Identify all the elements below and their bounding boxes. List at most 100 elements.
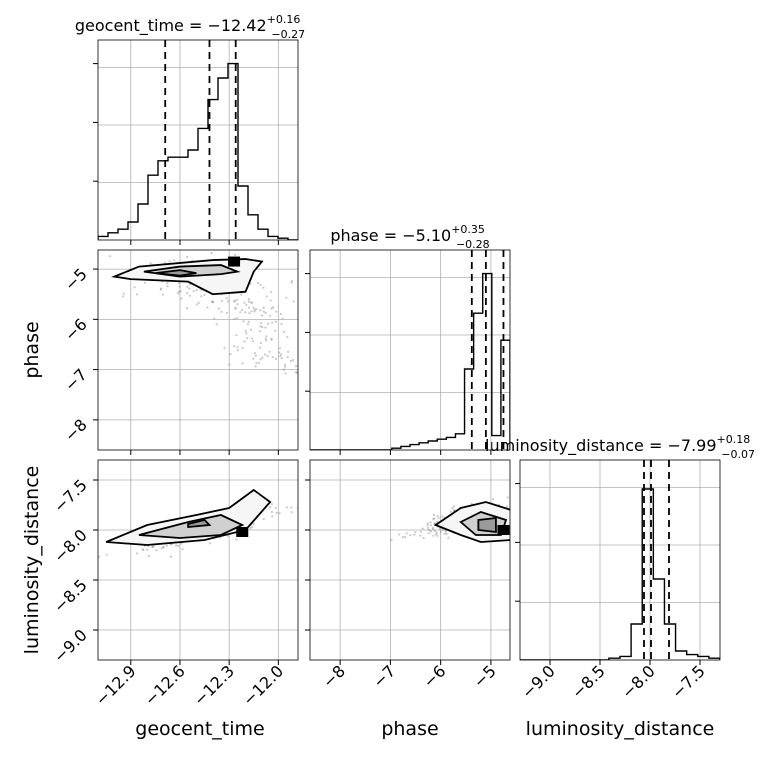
sample-point [177, 290, 181, 293]
sample-point [105, 553, 108, 556]
sample-point [282, 368, 286, 371]
ylabel-luminosity-distance: luminosity_distance [21, 466, 43, 655]
sample-point [268, 314, 272, 317]
sample-point [225, 311, 228, 315]
sample-point [243, 340, 246, 343]
sample-point [263, 353, 267, 356]
sample-point [403, 535, 407, 538]
sample-point [492, 498, 495, 501]
sample-point [435, 531, 438, 534]
sample-point [186, 285, 189, 289]
sample-point [264, 326, 267, 329]
sample-point [203, 293, 206, 297]
panel-frame [97, 39, 299, 241]
sample-point [259, 283, 262, 286]
sample-point [200, 295, 203, 298]
histogram-geocent_time [98, 62, 298, 240]
sample-point [290, 280, 293, 283]
sample-point [162, 545, 165, 549]
sample-point [247, 300, 251, 303]
density-contours [111, 256, 264, 296]
sample-point [206, 306, 209, 309]
sample-point [192, 290, 195, 293]
sample-point [245, 332, 248, 335]
sample-point [244, 311, 247, 314]
sample-point [295, 365, 298, 368]
y-tick-label: −7 [61, 365, 91, 395]
x-tick-label: −8.0 [618, 661, 659, 702]
sample-point [290, 281, 293, 284]
sample-point [146, 548, 149, 551]
sample-point [275, 511, 278, 515]
sample-point [147, 554, 150, 558]
sample-point [178, 282, 181, 285]
x-tick-label: −12.0 [239, 661, 287, 709]
sample-point [255, 307, 258, 311]
sample-point [254, 365, 257, 368]
sample-point [195, 288, 198, 292]
sample-point [452, 509, 456, 512]
y-tick-label: −8 [61, 415, 91, 445]
sample-point [445, 532, 448, 535]
sample-point [211, 300, 214, 303]
sample-point [168, 260, 171, 263]
sample-point [292, 300, 295, 303]
sample-point [436, 514, 439, 518]
sample-point [437, 517, 440, 520]
sample-point [441, 515, 444, 518]
sample-point [169, 241, 171, 243]
sample-point [516, 513, 518, 515]
sample-point [269, 290, 273, 294]
sample-point [176, 292, 180, 295]
sample-point [295, 371, 298, 374]
sample-point [149, 247, 151, 249]
sample-point [249, 301, 253, 304]
sample-point [439, 530, 442, 533]
sample-point [259, 358, 262, 361]
sample-point [270, 307, 273, 310]
sample-point [250, 525, 254, 529]
sample-point [265, 295, 269, 298]
sample-point [286, 336, 289, 339]
sample-point [233, 345, 236, 348]
sample-point [245, 303, 248, 306]
sample-point [133, 286, 136, 289]
panel-frame [97, 249, 299, 451]
sample-point [431, 526, 434, 529]
sample-point [414, 531, 417, 534]
sample-point [235, 299, 238, 302]
sample-point [443, 532, 446, 536]
sample-point [447, 536, 450, 539]
sample-point [291, 359, 295, 362]
sample-point [251, 340, 255, 343]
y-tick-label: −6 [61, 315, 91, 345]
sample-point [175, 544, 178, 547]
sample-point [432, 513, 435, 516]
sample-point [259, 321, 263, 325]
sample-point [149, 262, 152, 265]
sample-point [390, 538, 393, 542]
sample-point [180, 297, 183, 300]
sample-point [302, 369, 304, 371]
sample-point [436, 534, 439, 537]
sample-point [250, 310, 253, 313]
sample-point [302, 510, 304, 512]
sample-point [161, 293, 165, 296]
sample-point [290, 511, 293, 514]
sample-point [274, 320, 277, 323]
sample-point [284, 372, 287, 375]
contour-level [187, 519, 212, 528]
histogram-phase [310, 272, 510, 450]
sample-point [261, 356, 264, 359]
sample-point [241, 346, 244, 349]
sample-point [270, 510, 274, 514]
sample-point [279, 355, 282, 358]
density-peak [228, 256, 241, 267]
sample-point [312, 338, 314, 340]
sample-point [429, 524, 432, 527]
sample-point [215, 323, 218, 326]
sample-point [155, 549, 158, 552]
sample-point [210, 300, 214, 303]
sample-point [449, 510, 453, 513]
